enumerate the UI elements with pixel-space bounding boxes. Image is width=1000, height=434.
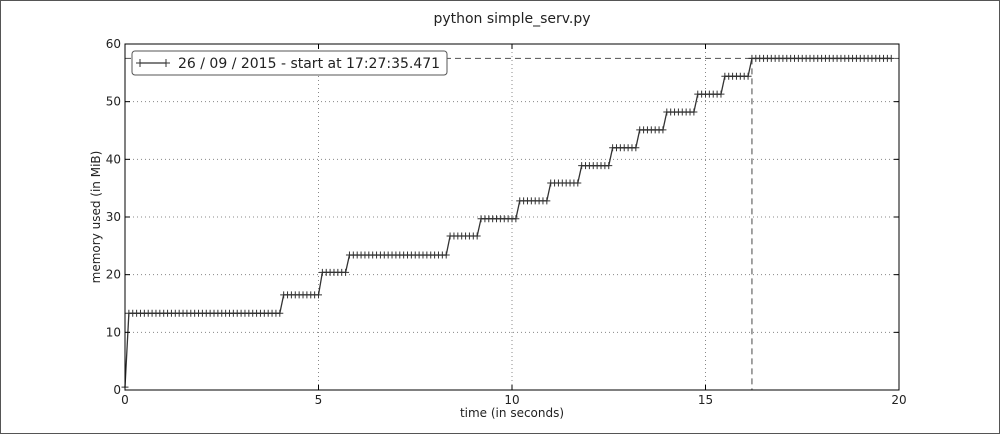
data-point-marker xyxy=(543,197,551,205)
x-tick-label: 10 xyxy=(504,393,519,407)
chart-title: python simple_serv.py xyxy=(433,11,590,27)
data-point-marker xyxy=(512,215,520,223)
x-axis-label: time (in seconds) xyxy=(460,406,564,420)
data-point-marker xyxy=(887,54,895,62)
series-layer xyxy=(121,54,895,391)
x-tick-label: 15 xyxy=(698,393,713,407)
data-point-marker xyxy=(442,251,450,259)
axis-ticks: 0 5 10 15 20 0 10 20 30 40 50 60 xyxy=(106,37,907,407)
legend-marker xyxy=(162,59,170,67)
y-tick-label: 20 xyxy=(106,268,121,282)
y-tick-label: 0 xyxy=(113,383,121,397)
legend-box xyxy=(131,50,448,76)
data-point-marker xyxy=(632,144,640,152)
data-point-marker xyxy=(276,309,284,317)
data-point-marker xyxy=(315,291,322,299)
grid-lines xyxy=(125,44,899,390)
legend-line-sample xyxy=(136,59,170,67)
legend-marker xyxy=(136,59,144,67)
data-point-marker xyxy=(744,72,752,80)
x-tick-label: 5 xyxy=(315,393,323,407)
y-tick-label: 30 xyxy=(106,210,121,224)
data-point-marker xyxy=(473,232,481,240)
x-tick-label: 0 xyxy=(121,393,129,407)
data-point-marker xyxy=(605,162,613,170)
legend-entry-label: 26 / 09 / 2015 - start at 17:27:35.471 xyxy=(178,56,440,72)
y-tick-label: 50 xyxy=(106,95,121,109)
x-tick-label: 20 xyxy=(891,393,906,407)
y-axis-label: memory used (in MiB) xyxy=(89,151,103,284)
y-tick-label: 60 xyxy=(106,37,121,51)
legend: 26 / 09 / 2015 - start at 17:27:35.471 xyxy=(131,50,448,76)
data-point-marker xyxy=(342,268,350,276)
data-point-marker xyxy=(574,179,582,187)
y-tick-label: 10 xyxy=(106,325,121,339)
data-point-marker xyxy=(690,108,698,116)
data-point-marker xyxy=(659,126,667,134)
data-point-marker xyxy=(717,90,725,98)
y-tick-label: 40 xyxy=(106,152,121,166)
